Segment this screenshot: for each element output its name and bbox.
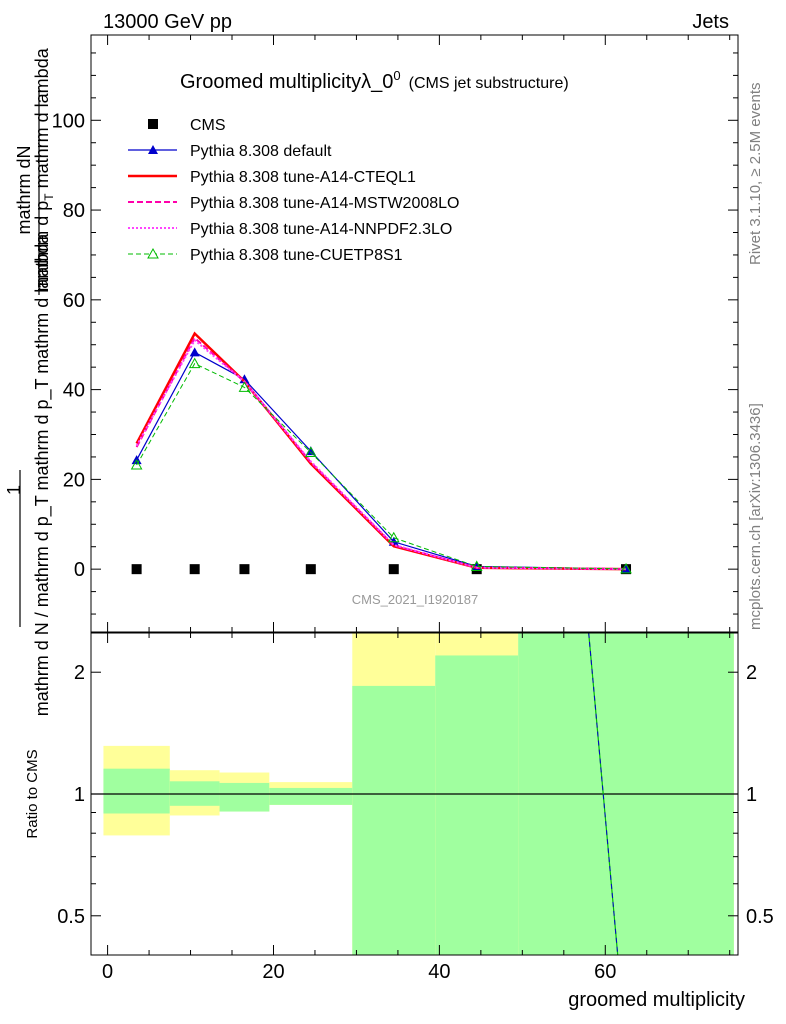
mcplots-label: mcplots.cern.ch [arXiv:1306.3436]	[747, 403, 764, 630]
ratio-y-axis: 0.5 0.5 1 1 2 2	[57, 662, 774, 928]
main-frame	[90, 34, 739, 633]
point-cuetp8s1	[470, 560, 483, 571]
legend-item-mstw: Pythia 8.308 tune-A14-MSTW2008LO	[128, 195, 459, 212]
x-tick-label: 60	[594, 961, 616, 983]
ratio-y-tick-label-right: 2	[746, 662, 757, 684]
cms-data-point	[305, 564, 316, 575]
ratio-band-inner	[103, 768, 170, 814]
legend-item-cteql1: Pythia 8.308 tune-A14-CTEQL1	[128, 169, 416, 186]
point-default	[239, 374, 250, 384]
series-line-cuetp8s1	[136, 362, 627, 570]
x-tick-label: 40	[428, 961, 450, 983]
legend-label: CMS	[190, 117, 226, 134]
y-tick-label: 80	[63, 200, 85, 222]
legend-item-cuetp8s1: Pythia 8.308 tune-CUETP8S1	[128, 247, 403, 264]
legend-item-cms: CMS	[148, 117, 226, 134]
legend-label: Pythia 8.308 tune-A14-MSTW2008LO	[190, 195, 459, 212]
point-cuetp8s1	[238, 381, 251, 392]
series-line-default	[136, 351, 627, 570]
x-tick-label: 20	[262, 961, 284, 983]
point-cuetp8s1	[304, 446, 317, 457]
series-nnpdf	[135, 338, 627, 571]
point-cuetp8s1	[620, 562, 632, 574]
header-right: Jets	[692, 11, 729, 33]
x-tick-label: 0	[102, 961, 113, 983]
ratio-band-inner	[435, 655, 519, 955]
chart-title: Groomed multiplicityλ_00 (CMS jet substru…	[180, 68, 569, 93]
main-x-ticks	[107, 35, 731, 632]
series-cuetp8s1	[130, 357, 632, 574]
point-cuetp8s1	[188, 357, 201, 369]
legend-label: Pythia 8.308 tune-CUETP8S1	[190, 247, 403, 264]
chart-title-suffix: (CMS jet substructure)	[409, 75, 569, 92]
legend-item-nnpdf: Pythia 8.308 tune-A14-NNPDF2.3LO	[128, 221, 452, 238]
y-tick-label: 20	[63, 469, 85, 491]
main-y-axis: 0 20 40 60 80 100	[52, 52, 738, 615]
ratio-y-tick-label-left: 0.5	[57, 906, 85, 928]
ratio-line-green	[588, 632, 619, 956]
y-label-one: 1	[4, 485, 24, 495]
ratio-band-inner	[219, 782, 270, 812]
y-label-bottom: mathrm d N / mathrm d p_T mathrm d p_T m…	[32, 233, 53, 716]
cms-data-point	[189, 564, 200, 575]
cms-data-point	[388, 564, 399, 575]
cms-data-point	[131, 564, 142, 575]
point-cuetp8s1	[387, 531, 400, 543]
cms-data-point	[239, 564, 250, 575]
y-tick-label: 0	[74, 559, 85, 581]
legend-label: Pythia 8.308 default	[190, 143, 332, 160]
analysis-watermark: CMS_2021_I1920187	[352, 592, 479, 607]
ratio-y-tick-label-right: 0.5	[746, 906, 774, 928]
y-tick-label: 100	[52, 110, 85, 132]
legend-item-default: Pythia 8.308 default	[128, 143, 332, 160]
ratio-y-label: Ratio to CMS	[24, 749, 41, 838]
y-tick-label: 60	[63, 290, 85, 312]
ratio-x-axis: 0 20 40 60	[102, 633, 731, 983]
legend-marker	[148, 119, 158, 129]
rivet-label: Rivet 3.1.10, ≥ 2.5M events	[747, 83, 764, 266]
header-left: 13000 GeV pp	[103, 11, 232, 33]
chart-title-superscript: 0	[393, 68, 400, 83]
ratio-band-inner	[352, 685, 436, 955]
y-tick-label: 40	[63, 380, 85, 402]
legend-marker	[147, 247, 159, 259]
y-label-top: mathrm dN	[14, 145, 34, 234]
x-axis-label: groomed multiplicity	[568, 989, 745, 1011]
legend-label: Pythia 8.308 tune-A14-CTEQL1	[190, 169, 416, 186]
ratio-band-inner	[269, 787, 353, 805]
ratio-plot-area	[91, 632, 738, 956]
legend-label: Pythia 8.308 tune-A14-NNPDF2.3LO	[190, 221, 452, 238]
ratio-y-tick-label-right: 1	[746, 784, 757, 806]
main-y-label: 1 mathrm dN mathrm d pT mathrm d lambda …	[4, 47, 56, 716]
main-plot-area	[130, 331, 632, 575]
ratio-panel: 0.5 0.5 1 1 2 2 0 20 40 60 Ratio to CMS groomed …	[24, 632, 774, 1011]
ratio-y-tick-label-left: 2	[74, 662, 85, 684]
point-cuetp8s1	[130, 458, 143, 470]
series-default	[131, 347, 632, 573]
legend-marker	[148, 145, 158, 154]
ratio-y-tick-label-left: 1	[74, 784, 85, 806]
point-default	[189, 347, 200, 357]
legend: CMS Pythia 8.308 default Pythia 8.308 tune…	[128, 117, 459, 264]
series-line-nnpdf	[135, 338, 627, 571]
